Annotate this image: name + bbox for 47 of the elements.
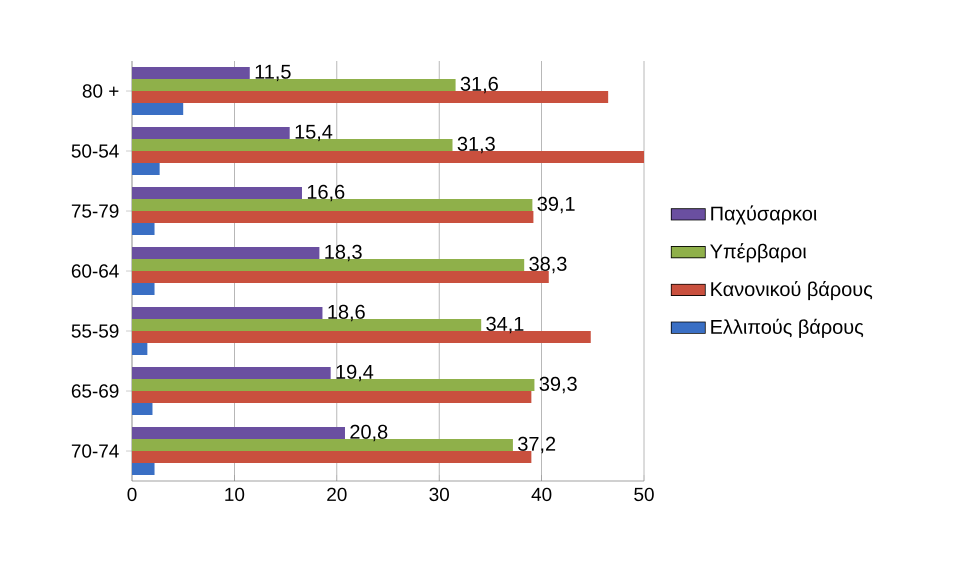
data-label: 15,4: [296, 124, 332, 142]
bar: [132, 103, 184, 116]
x-tick-label: 50: [634, 488, 654, 502]
data-label: 39,1: [538, 196, 575, 214]
legend-label: Υπέρβαροι: [710, 243, 806, 262]
data-label: 18,3: [325, 244, 362, 262]
y-tick-label: 70-74: [72, 444, 119, 458]
bar: [132, 367, 331, 380]
bar: [132, 403, 152, 416]
data-label: 20,8: [350, 424, 388, 442]
y-tick-label: 50-54: [72, 144, 119, 158]
bar: [132, 187, 302, 200]
bar: [132, 127, 290, 140]
data-label: 16,6: [308, 184, 344, 202]
y-tick-label: 65-69: [72, 384, 118, 398]
data-label: 34,1: [486, 316, 524, 334]
bar: [132, 67, 250, 80]
legend-label: Κανονικού βάρους: [711, 280, 872, 300]
bar: [132, 247, 320, 260]
legend-label: Παχύσαρκοι: [711, 205, 817, 225]
bar: [132, 343, 148, 356]
x-tick-label: 0: [127, 488, 137, 502]
data-label: 18,6: [328, 304, 365, 322]
bar: [132, 463, 155, 476]
data-label: 38,3: [529, 256, 566, 274]
bar: [132, 223, 155, 236]
y-tick-label: 80 +: [82, 84, 118, 98]
data-label: 31,3: [458, 136, 495, 154]
x-tick-label: 30: [429, 488, 449, 502]
legend-label: Ελλιπούς βάρους: [711, 318, 864, 338]
bar: [132, 163, 160, 176]
bar: [132, 391, 532, 404]
x-tick-label: 20: [327, 488, 347, 502]
bar: [132, 427, 345, 440]
x-tick-label: 10: [225, 488, 244, 502]
y-tick-label: 55-59: [72, 324, 118, 338]
data-label: 11,5: [256, 64, 291, 82]
data-label: 19,4: [336, 364, 374, 382]
data-label: 39,3: [540, 376, 577, 394]
bar: [132, 307, 322, 320]
bar: [132, 211, 534, 224]
data-label: 37,2: [518, 436, 556, 454]
data-label: 31,6: [460, 76, 498, 94]
bar: [132, 283, 155, 296]
y-tick-label: 75-79: [72, 204, 118, 218]
x-tick-label: 40: [532, 488, 552, 502]
y-tick-label: 60-64: [72, 264, 119, 278]
